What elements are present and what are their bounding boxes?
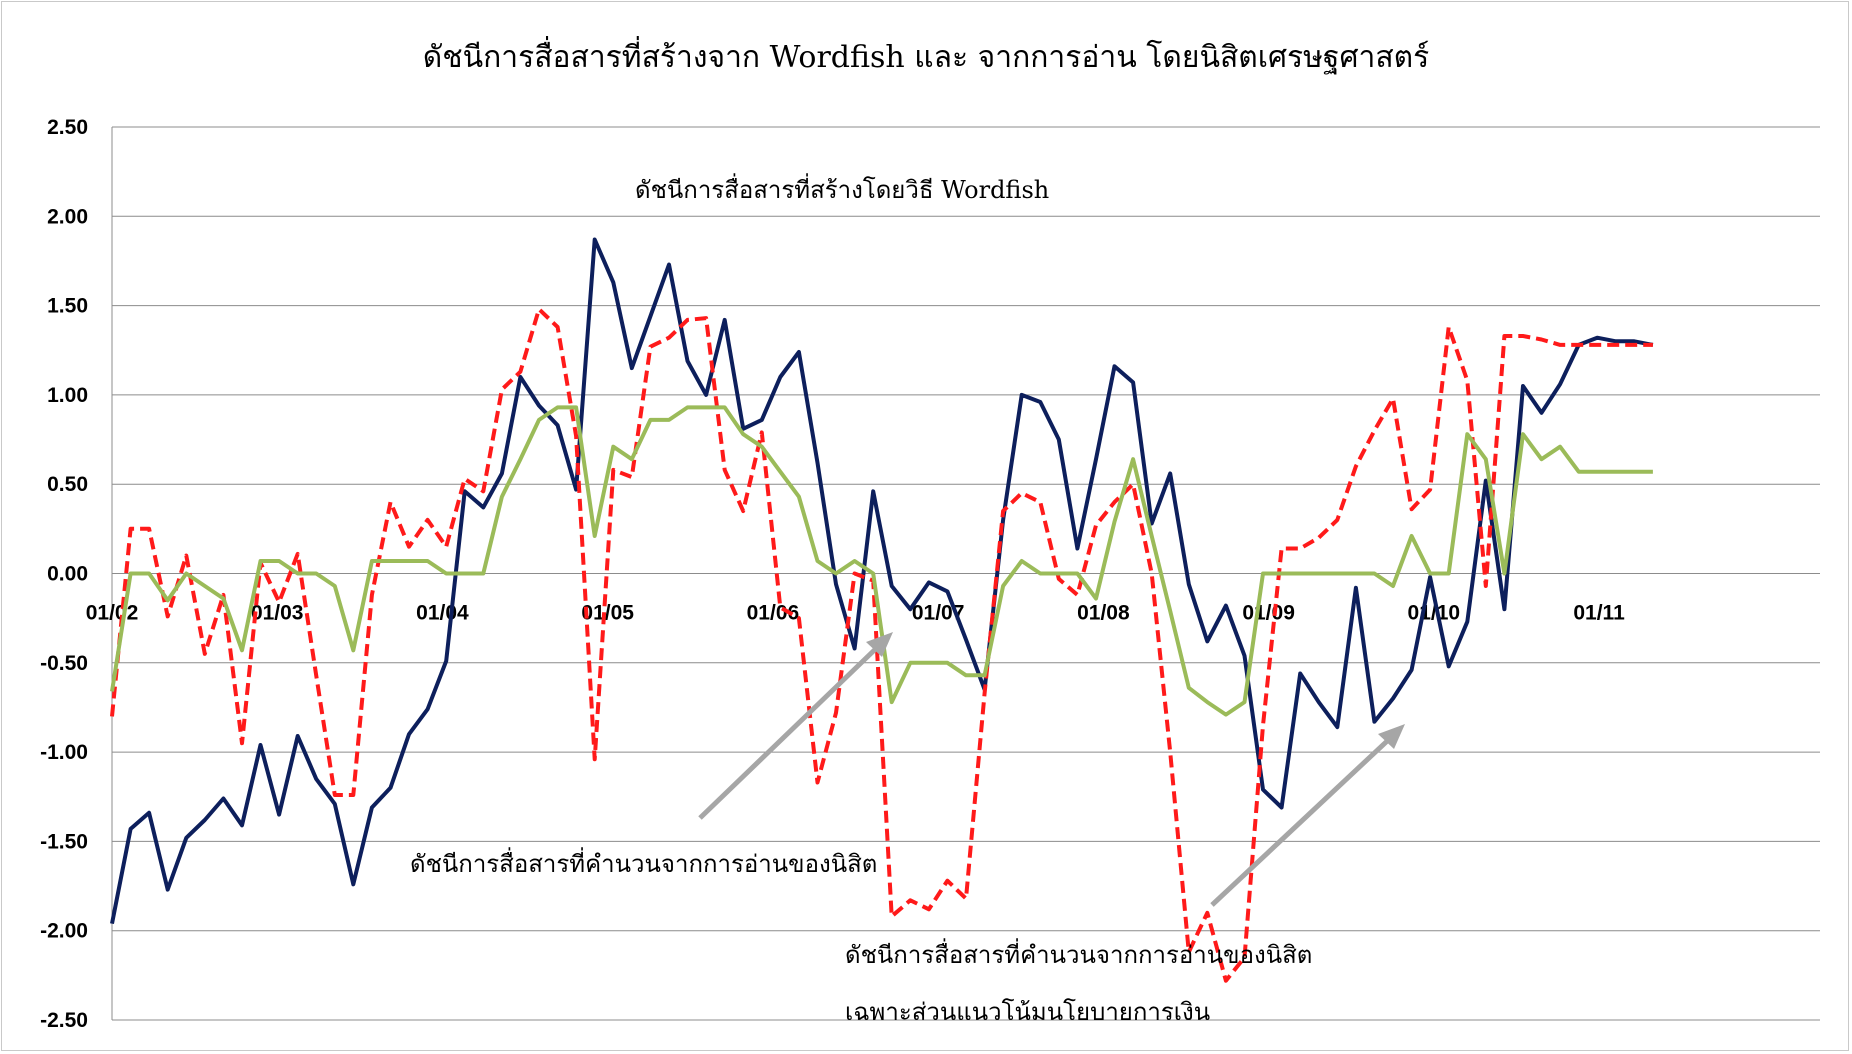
- x-tick-label: 01/03: [251, 602, 304, 625]
- y-tick-label: -2.50: [40, 1009, 88, 1032]
- annotation-arrow-2: [1210, 727, 1402, 907]
- y-tick-labels: 2.50 2.00 1.50 1.00 0.50 0.00 -0.50 -1.00 -1.50 -…: [40, 116, 88, 1032]
- y-tick-label: -1.50: [40, 830, 88, 853]
- x-tick-label: 01/06: [747, 602, 800, 625]
- y-tick-label: 1.00: [47, 384, 88, 407]
- annotation-arrows: [698, 632, 1405, 907]
- gridlines: [111, 126, 1820, 1021]
- x-tick-label: 01/08: [1077, 602, 1130, 625]
- x-tick-label: 01/09: [1242, 602, 1295, 625]
- annotation-arrowhead-1: [866, 632, 893, 657]
- y-tick-label: -1.00: [40, 741, 88, 764]
- x-tick-label: 01/02: [86, 602, 139, 625]
- y-tick-label: 0.50: [47, 473, 88, 496]
- y-tick-label: -2.00: [40, 920, 88, 943]
- series-line-1: [110, 237, 1654, 924]
- y-tick-label: 1.50: [47, 295, 88, 318]
- x-tick-label: 01/10: [1408, 602, 1461, 625]
- annotation-policy-index-line2: เฉพาะส่วนแนวโน้มนโยบายการเงิน: [845, 998, 1210, 1026]
- chart-title: ดัชนีการสื่อสารที่สร้างจาก Wordfish และ …: [422, 40, 1430, 75]
- annotation-arrowhead-2: [1378, 724, 1405, 749]
- series-lines: [110, 237, 1654, 983]
- y-tick-label: 2.50: [47, 116, 88, 139]
- annotation-wordfish: ดัชนีการสื่อสารที่สร้างโดยวิธี Wordfish: [635, 173, 1049, 204]
- y-tick-label: 2.00: [47, 205, 88, 228]
- annotation-student-index: ดัชนีการสื่อสารที่คำนวนจากการอ่านของนิสิ…: [410, 847, 877, 878]
- annotation-arrow-1: [698, 635, 890, 820]
- series-line-3: [110, 405, 1653, 717]
- annotation-policy-index-line1: ดัชนีการสื่อสารที่คำนวนจากการอ่านของนิสิ…: [845, 938, 1312, 969]
- x-tick-label: 01/05: [581, 602, 634, 625]
- series-line-2: [110, 307, 1653, 983]
- y-tick-label: -0.50: [40, 652, 88, 675]
- x-tick-labels: 01/02 01/03 01/04 01/05 01/06 01/07 01/08 01/09…: [86, 602, 1625, 625]
- y-tick-label: 0.00: [47, 563, 88, 586]
- x-tick-label: 01/07: [912, 602, 965, 625]
- x-tick-label: 01/04: [416, 602, 469, 625]
- x-tick-label: 01/11: [1573, 602, 1625, 625]
